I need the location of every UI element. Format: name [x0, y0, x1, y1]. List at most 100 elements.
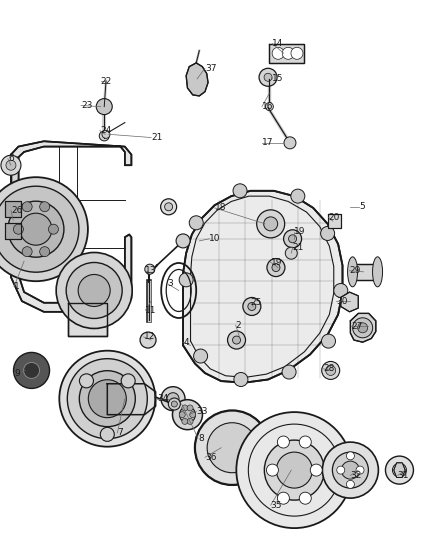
Text: 28: 28	[323, 365, 335, 373]
Circle shape	[243, 297, 261, 316]
Text: 9: 9	[14, 369, 20, 377]
Text: 16: 16	[262, 102, 273, 111]
Circle shape	[121, 374, 135, 388]
Text: 25: 25	[251, 298, 262, 307]
Text: 1: 1	[14, 282, 20, 291]
Circle shape	[321, 361, 340, 379]
Circle shape	[237, 412, 352, 528]
Text: 26: 26	[11, 206, 22, 215]
Circle shape	[277, 492, 290, 504]
Circle shape	[67, 359, 147, 439]
Polygon shape	[269, 44, 304, 63]
Circle shape	[59, 351, 155, 447]
Circle shape	[282, 47, 294, 59]
Circle shape	[332, 452, 368, 488]
Circle shape	[145, 264, 155, 274]
Circle shape	[265, 102, 273, 111]
Circle shape	[187, 405, 193, 411]
Circle shape	[78, 274, 110, 306]
Polygon shape	[11, 157, 18, 274]
Text: 21: 21	[293, 244, 304, 252]
Circle shape	[194, 349, 208, 363]
Circle shape	[102, 130, 110, 139]
Text: 10: 10	[209, 235, 221, 243]
Ellipse shape	[348, 257, 357, 287]
Circle shape	[182, 405, 188, 411]
Circle shape	[88, 379, 126, 418]
Circle shape	[49, 224, 58, 234]
Circle shape	[264, 73, 272, 82]
Circle shape	[337, 466, 345, 474]
Circle shape	[277, 436, 290, 448]
Polygon shape	[68, 303, 107, 336]
Circle shape	[1, 155, 21, 175]
Polygon shape	[183, 191, 343, 383]
Text: 22: 22	[101, 77, 112, 85]
Text: 30: 30	[336, 297, 348, 305]
Text: 21: 21	[151, 133, 162, 142]
Polygon shape	[394, 463, 405, 478]
Circle shape	[321, 334, 336, 348]
Circle shape	[195, 411, 269, 484]
Circle shape	[180, 407, 195, 423]
Circle shape	[176, 234, 190, 248]
Polygon shape	[341, 292, 358, 312]
Ellipse shape	[373, 257, 382, 287]
Circle shape	[22, 201, 32, 212]
Text: 15: 15	[272, 75, 284, 83]
Text: 18: 18	[215, 204, 226, 212]
Text: 34: 34	[157, 394, 168, 403]
Circle shape	[285, 247, 297, 259]
Circle shape	[321, 227, 335, 240]
Text: 12: 12	[144, 333, 155, 341]
Circle shape	[289, 235, 297, 243]
Circle shape	[14, 352, 49, 389]
Circle shape	[0, 177, 88, 281]
Polygon shape	[350, 313, 376, 342]
Text: 4: 4	[183, 338, 189, 346]
Circle shape	[233, 184, 247, 198]
Polygon shape	[11, 141, 131, 312]
Circle shape	[282, 365, 296, 379]
Circle shape	[171, 401, 177, 407]
Text: 19: 19	[271, 258, 282, 266]
Circle shape	[96, 99, 112, 115]
Circle shape	[66, 262, 122, 319]
Text: 5: 5	[359, 203, 365, 211]
Text: 3: 3	[167, 279, 173, 288]
Circle shape	[173, 400, 202, 430]
Circle shape	[189, 216, 203, 230]
Circle shape	[341, 461, 360, 479]
Circle shape	[272, 47, 284, 59]
Text: 8: 8	[198, 434, 204, 442]
Circle shape	[334, 284, 348, 297]
Polygon shape	[5, 201, 21, 217]
Text: 32: 32	[350, 471, 362, 480]
Circle shape	[8, 201, 64, 257]
Text: 19: 19	[294, 228, 306, 236]
Text: 27: 27	[351, 322, 363, 330]
Circle shape	[100, 427, 114, 441]
Circle shape	[326, 366, 336, 375]
Polygon shape	[5, 223, 21, 239]
Circle shape	[248, 302, 256, 311]
Text: 2: 2	[236, 321, 241, 329]
Circle shape	[346, 480, 354, 488]
Text: 11: 11	[145, 306, 157, 314]
Circle shape	[22, 247, 32, 257]
Circle shape	[284, 137, 296, 149]
Circle shape	[99, 131, 109, 141]
Circle shape	[190, 411, 196, 418]
Text: 6: 6	[8, 155, 14, 163]
Circle shape	[227, 331, 246, 349]
Text: 24: 24	[100, 126, 111, 135]
Circle shape	[79, 370, 135, 427]
Circle shape	[346, 452, 354, 460]
Circle shape	[283, 230, 302, 248]
Circle shape	[310, 464, 322, 476]
Text: 23: 23	[81, 101, 92, 110]
Circle shape	[14, 224, 23, 234]
Text: 7: 7	[117, 429, 123, 437]
Circle shape	[392, 463, 406, 477]
Circle shape	[264, 217, 278, 231]
